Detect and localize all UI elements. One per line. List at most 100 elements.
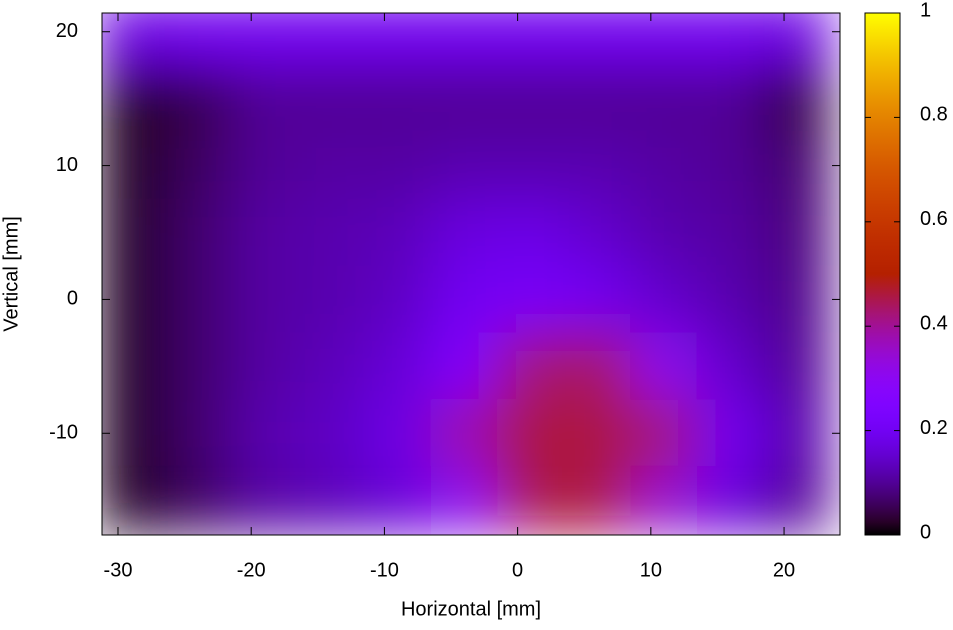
heatmap-cell [297, 198, 365, 267]
heatmap-cell [563, 13, 632, 66]
heatmap-cell [696, 332, 765, 401]
heatmap-cell [363, 13, 432, 66]
heatmap-cell [164, 198, 232, 267]
heatmap-cell [563, 64, 632, 133]
heatmap-cell [230, 13, 299, 66]
heatmap-cell [763, 399, 832, 468]
heatmap-cell [763, 466, 832, 535]
heatmap-cell [102, 466, 166, 535]
heatmap-cell [230, 131, 299, 200]
y-tick-label: 0 [67, 288, 78, 310]
heatmap-cell [164, 131, 232, 200]
colorbar-tick-label: 1 [920, 0, 931, 21]
heatmap-cell [430, 131, 499, 200]
heatmap-cell [164, 332, 232, 401]
heatmap-cell [763, 13, 832, 66]
heatmap-cell [230, 332, 299, 401]
heatmap-cell [164, 399, 232, 468]
heatmap-cell [363, 64, 432, 133]
y-tick-label: -10 [49, 422, 78, 444]
heatmap-cell [497, 399, 565, 468]
y-axis-label: Vertical [mm] [0, 216, 22, 332]
heatmap-cell [696, 466, 765, 535]
colorbar-tick-label: 0.2 [920, 417, 948, 439]
heatmap-cell [363, 466, 432, 535]
heatmap-cell [630, 265, 698, 334]
heatmap-cell [102, 198, 166, 267]
heatmap-cell [497, 466, 565, 535]
plot-frame [101, 12, 841, 536]
heatmap-cell [497, 332, 565, 401]
heatmap-cell [430, 332, 499, 401]
heatmap-cell [763, 265, 832, 334]
x-tick-label: 20 [773, 559, 795, 581]
colorbar-tick-label: 0 [920, 521, 931, 543]
colorbar-tick-label: 0.6 [920, 208, 948, 230]
heatmap-cell [297, 332, 365, 401]
heatmap-cell [696, 13, 765, 66]
heatmap-cell [696, 64, 765, 133]
heatmap-cell [563, 332, 632, 401]
heatmap-cell [630, 64, 698, 133]
heatmap-cell [102, 64, 166, 133]
heatmap-cell [497, 265, 565, 334]
x-tick-label: 10 [640, 559, 662, 581]
heatmap-cell [763, 332, 832, 401]
heatmap-cell [164, 64, 232, 133]
colorbar [864, 12, 901, 536]
heatmap-cell [696, 265, 765, 334]
heatmap-cell [630, 198, 698, 267]
y-tick-label: 10 [56, 154, 78, 176]
heatmap-cell [430, 198, 499, 267]
colorbar-tick-label: 0.4 [920, 312, 948, 334]
heatmap-cell [164, 466, 232, 535]
heatmap-cell [297, 131, 365, 200]
heatmap-cell [497, 64, 565, 133]
heatmap-cell [297, 466, 365, 535]
x-axis-label: Horizontal [mm] [401, 598, 541, 620]
heatmap-cell [630, 399, 698, 468]
heatmap-cell [630, 332, 698, 401]
heatmap-cell [230, 198, 299, 267]
heatmap-cell [230, 64, 299, 133]
heatmap-cell [297, 265, 365, 334]
heatmap-cell [696, 131, 765, 200]
x-tick-label: -10 [370, 559, 399, 581]
heatmap-cell [563, 399, 632, 468]
heatmap-cell [430, 64, 499, 133]
heatmap-cell [297, 13, 365, 66]
y-tick-label: 20 [56, 20, 78, 42]
heatmap-cell [630, 13, 698, 66]
x-tick-label: 0 [512, 559, 523, 581]
heatmap-cell [763, 198, 832, 267]
heatmap-cell [363, 265, 432, 334]
colorbar-tick-label: 0.8 [920, 104, 948, 126]
heatmap-cell [563, 265, 632, 334]
heatmap-cell [630, 466, 698, 535]
heatmap-cell [497, 13, 565, 66]
heatmap-cell [102, 131, 166, 200]
heatmap-cell [230, 399, 299, 468]
heatmap-cell [430, 466, 499, 535]
heatmap-cell [164, 13, 232, 66]
heatmap-cell [102, 399, 166, 468]
heatmap-cell [497, 198, 565, 267]
heatmap-cell [102, 265, 166, 334]
heatmap-cell [430, 265, 499, 334]
heatmap-cell [363, 332, 432, 401]
heatmap-cell [164, 265, 232, 334]
heatmap-cell [363, 399, 432, 468]
x-tick-label: -30 [104, 559, 133, 581]
heatmap-cell [630, 131, 698, 200]
heatmap-cell [230, 265, 299, 334]
heatmap-cell [563, 466, 632, 535]
heatmap-cell [563, 198, 632, 267]
heatmap-cell [102, 332, 166, 401]
heatmap [102, 13, 832, 535]
heatmap-cell [497, 131, 565, 200]
heatmap-cell [363, 131, 432, 200]
heatmap-cell [230, 466, 299, 535]
heatmap-cell [563, 131, 632, 200]
heatmap-cell [430, 13, 499, 66]
